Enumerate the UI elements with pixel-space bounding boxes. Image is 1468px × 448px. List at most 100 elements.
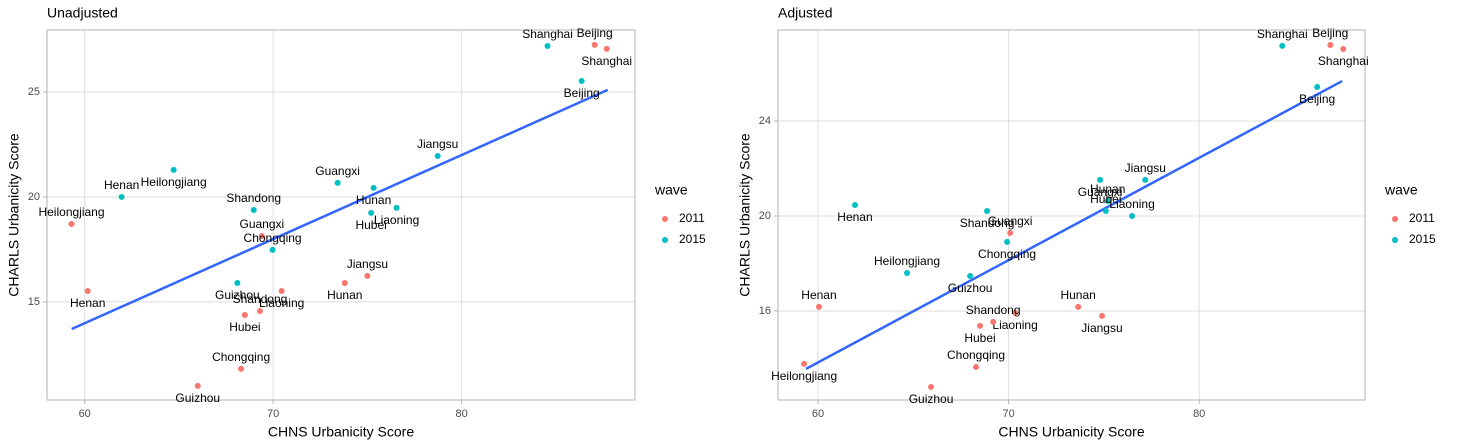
point	[250, 206, 257, 213]
point	[434, 152, 441, 159]
x-axis-title: CHNS Urbanicity Score	[268, 424, 414, 440]
point	[1314, 83, 1321, 90]
y-axis-title: CHARLS Urbanicity Score	[6, 133, 22, 297]
point	[603, 45, 610, 52]
fit-line	[805, 79, 1343, 370]
point	[1007, 230, 1014, 237]
point	[967, 273, 974, 280]
point	[84, 288, 91, 295]
point-label: Henan	[837, 210, 872, 224]
point-label: Shanghai	[1257, 27, 1308, 41]
legend-title: wave	[654, 182, 688, 198]
point-label: Beijing	[577, 26, 613, 40]
legend-title: wave	[1384, 182, 1418, 198]
y-tick-label: 20	[759, 210, 771, 222]
point	[1340, 45, 1347, 52]
point-label: Chongqing	[244, 231, 302, 245]
point	[815, 303, 822, 310]
point-label: Shandong	[960, 216, 1015, 230]
point-label: Chongqing	[978, 247, 1036, 261]
point-label: Liaoning	[1109, 197, 1154, 211]
point-label: Heilongjiang	[771, 369, 837, 383]
point	[928, 383, 935, 390]
point-label: Guangxi	[239, 217, 284, 231]
point-label: Shanghai	[581, 54, 632, 68]
point	[278, 288, 285, 295]
point-label: Hubei	[964, 331, 995, 345]
x-tick-label: 70	[267, 408, 279, 420]
point	[1142, 176, 1149, 183]
point	[544, 42, 551, 49]
point-label: Jiangsu	[417, 137, 458, 151]
point-label: Shandong	[233, 292, 288, 306]
point	[258, 232, 265, 239]
point	[977, 322, 984, 329]
point-label: Chongqing	[947, 348, 1005, 362]
legend-key	[662, 237, 668, 243]
point	[234, 280, 241, 287]
point	[393, 204, 400, 211]
point	[238, 365, 245, 372]
point	[1004, 238, 1011, 245]
x-tick-label: 60	[812, 408, 824, 420]
point	[1129, 212, 1136, 219]
fit-line	[71, 88, 609, 331]
point	[1279, 42, 1286, 49]
y-tick-label: 15	[28, 296, 40, 308]
point-label: Beijing	[564, 86, 600, 100]
y-axis-title: CHARLS Urbanicity Score	[737, 133, 753, 297]
point-label: Liaoning	[259, 296, 304, 310]
legend-label: 2015	[1409, 232, 1436, 246]
point	[984, 207, 991, 214]
point-label: Hubei	[229, 320, 260, 334]
point-label: Shandong	[226, 191, 281, 205]
point-label: Henan	[104, 178, 139, 192]
point	[118, 193, 125, 200]
point	[1098, 312, 1105, 319]
point	[334, 179, 341, 186]
point-label: Shanghai	[522, 27, 573, 41]
point	[68, 221, 75, 228]
legend-key	[662, 216, 668, 222]
point-label: Jiangsu	[1081, 321, 1122, 335]
point	[269, 246, 276, 253]
point-label: Hubei	[1090, 192, 1121, 206]
point	[591, 41, 598, 48]
panel: Unadjusted CHNS Urbanicity Score CHARLS Ur…	[6, 5, 706, 440]
point	[578, 78, 585, 85]
point-label: Heilongjiang	[874, 254, 940, 268]
point	[170, 166, 177, 173]
point-label: Henan	[801, 288, 836, 302]
point	[973, 363, 980, 370]
point-label: Heilongjiang	[38, 205, 104, 219]
point-label: Beijing	[1299, 92, 1335, 106]
point-label: Liaoning	[992, 318, 1037, 332]
point-label: Jiangsu	[1125, 161, 1166, 175]
point-label: Guizhou	[948, 281, 993, 295]
point-label: Guizhou	[909, 392, 954, 406]
point-label: Hunan	[1090, 182, 1125, 196]
x-tick-label: 70	[1002, 408, 1014, 420]
chart-title: Adjusted	[778, 5, 832, 21]
point-label: Shanghai	[1318, 54, 1369, 68]
point	[851, 202, 858, 209]
x-tick-label: 80	[455, 408, 467, 420]
point	[370, 184, 377, 191]
point-label: Beijing	[1312, 26, 1348, 40]
point-label: Heilongjiang	[141, 175, 207, 189]
point-label: Henan	[70, 296, 105, 310]
y-tick-label: 24	[759, 115, 771, 127]
point-label: Hunan	[1060, 288, 1095, 302]
point-label: Guangxi	[988, 214, 1033, 228]
point	[1104, 197, 1111, 204]
point	[990, 318, 997, 325]
x-tick-label: 60	[79, 408, 91, 420]
point	[194, 382, 201, 389]
legend-key	[1392, 237, 1398, 243]
point-label: Hunan	[356, 193, 391, 207]
point	[1075, 303, 1082, 310]
point	[1097, 176, 1104, 183]
legend-label: 2015	[679, 232, 706, 246]
point	[1102, 207, 1109, 214]
